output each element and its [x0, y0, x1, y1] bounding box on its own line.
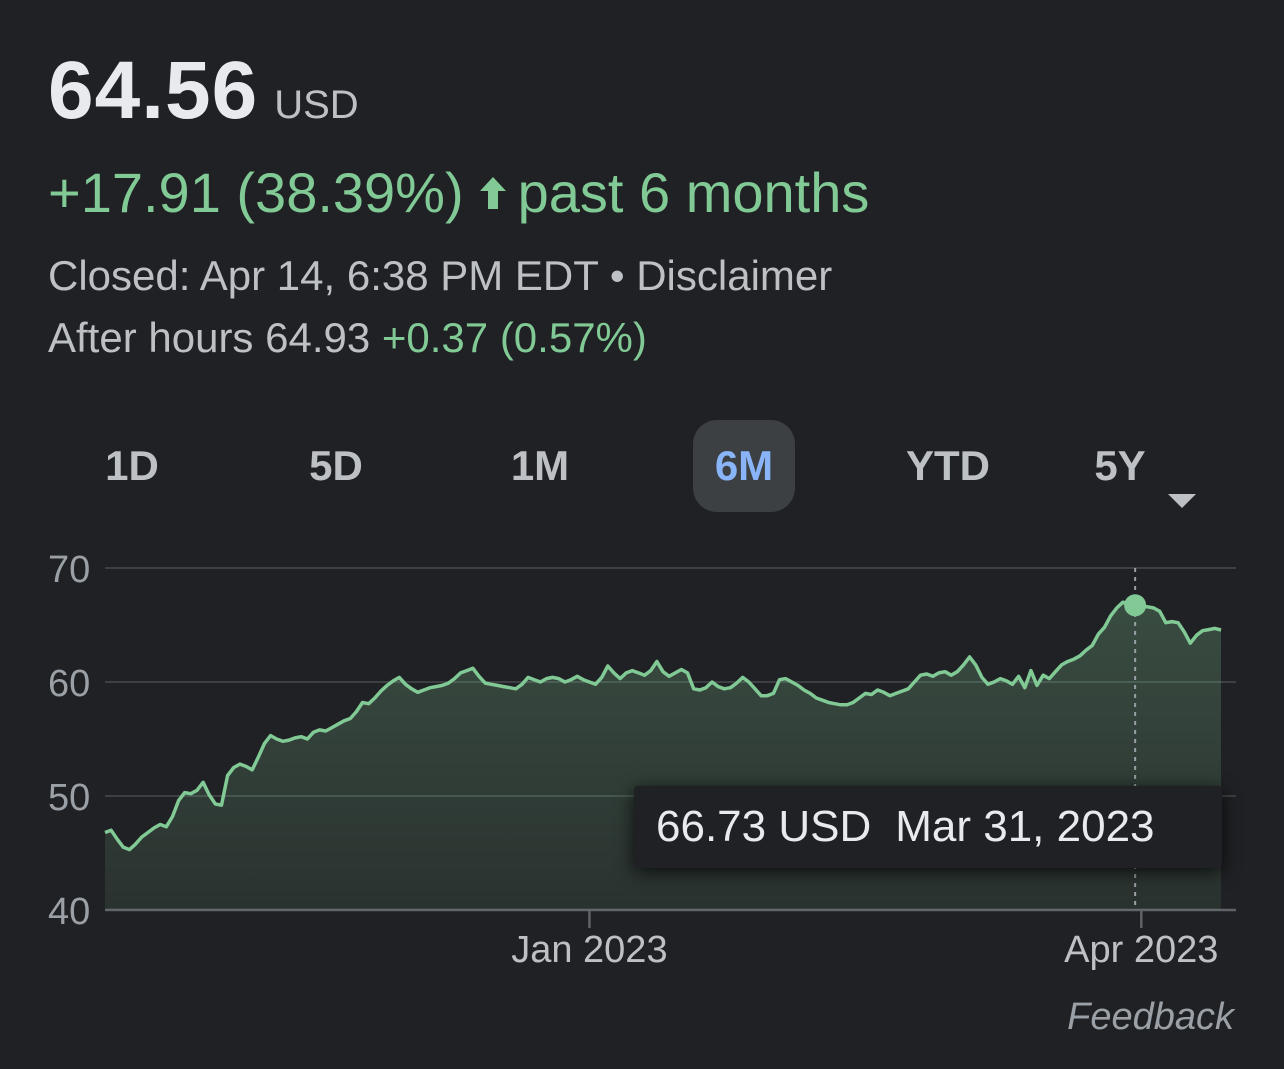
currency-label: USD	[274, 83, 359, 127]
tab-5y[interactable]: 5Y	[1080, 420, 1210, 512]
price-tooltip: 66.73 USD Mar 31, 2023	[634, 786, 1222, 868]
tab-ytd[interactable]: YTD	[888, 420, 1008, 512]
after-hours-row: After hours 64.93 +0.37 (0.57%)	[48, 314, 647, 362]
price-line	[104, 600, 1222, 852]
range-tabs: 1D 5D 1M 6M YTD 5Y	[40, 420, 1240, 516]
y-tick-label: 60	[48, 663, 90, 705]
chevron-down-icon[interactable]	[1167, 450, 1196, 542]
tab-label: 1D	[105, 442, 159, 489]
tab-label: 6M	[714, 442, 774, 489]
tab-label: YTD	[906, 442, 990, 489]
feedback-link[interactable]: Feedback	[1067, 996, 1234, 1038]
tab-1m[interactable]: 1M	[488, 420, 592, 512]
tooltip-value: 66.73 USD	[656, 802, 872, 851]
tab-label: 5Y	[1094, 442, 1146, 489]
separator-dot: •	[598, 252, 637, 299]
hover-point	[1124, 594, 1147, 617]
price-change: +17.91 (38.39%)	[48, 161, 464, 224]
tab-label: 1M	[510, 442, 570, 489]
arrow-up-icon	[476, 173, 510, 213]
tooltip-date: Mar 31, 2023	[895, 802, 1155, 851]
price-header: 64.56 USD	[48, 44, 359, 138]
after-hours-price: After hours 64.93	[48, 314, 371, 361]
tab-label: 5D	[309, 442, 363, 489]
market-status-row: Closed: Apr 14, 6:38 PM EDT • Disclaimer	[48, 252, 832, 300]
change-period: past 6 months	[517, 161, 870, 224]
price-change-row: +17.91 (38.39%) past 6 months	[48, 160, 869, 225]
y-tick-label: 70	[48, 549, 90, 591]
current-price: 64.56	[48, 45, 259, 136]
closed-time: Closed: Apr 14, 6:38 PM EDT	[48, 252, 599, 299]
disclaimer-link[interactable]: Disclaimer	[636, 252, 833, 299]
y-tick-label: 50	[48, 777, 90, 819]
x-tick-label: Jan 2023	[511, 929, 667, 971]
tab-5d[interactable]: 5D	[286, 420, 386, 512]
y-tick-label: 40	[48, 891, 90, 933]
tab-1d[interactable]: 1D	[82, 420, 182, 512]
tab-6m[interactable]: 6M	[693, 420, 795, 512]
after-hours-change: +0.37 (0.57%)	[381, 314, 647, 361]
x-tick-label: Apr 2023	[1064, 929, 1218, 971]
